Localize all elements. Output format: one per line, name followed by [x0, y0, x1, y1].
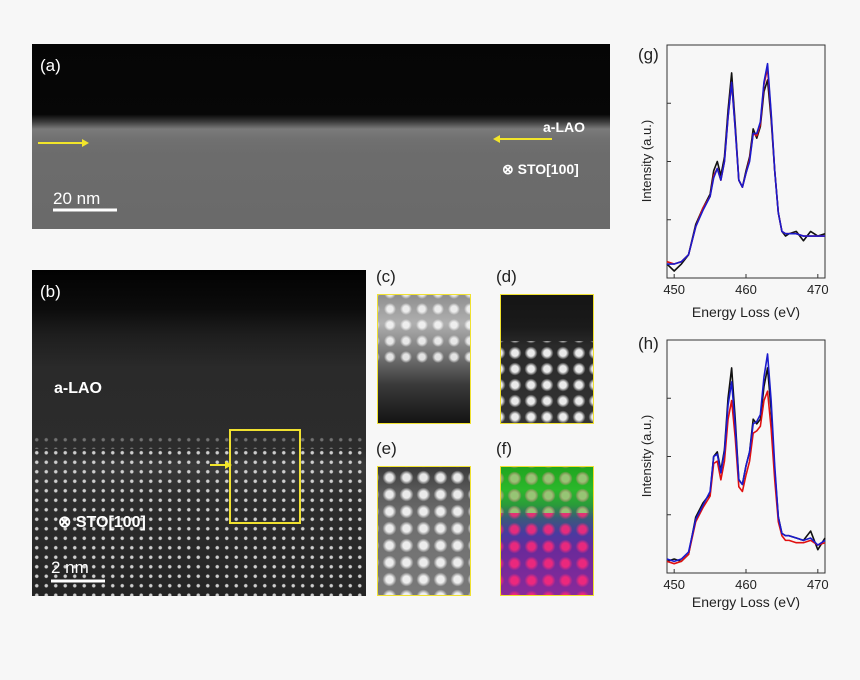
- chart-g-letter: (g): [638, 45, 659, 64]
- panel-b-film-label: a-LAO: [54, 380, 102, 397]
- spectrum-series-1: [666, 390, 826, 565]
- panel-a-overlay: [38, 135, 552, 212]
- x-tick-label: 450: [663, 282, 685, 297]
- chart-g-ylabel: Intensity (a.u.): [639, 120, 654, 202]
- eels-chart-h: (h) 450 460 470 Energy Loss (eV) Intensity…: [638, 334, 829, 610]
- spectrum-series-2: [666, 353, 826, 563]
- chart-g-xlabel: Energy Loss (eV): [692, 304, 800, 320]
- right-arrow-head-icon: [493, 135, 500, 143]
- panel-b-letter: (b): [40, 282, 61, 301]
- chart-h-frame: [666, 339, 826, 574]
- inset-c-image: [377, 294, 471, 424]
- region-of-interest-box: [229, 429, 301, 524]
- stem-image-panel-a: (a) a-LAO ⊗ STO[100] 20 nm: [32, 44, 610, 229]
- inset-f-image: [500, 466, 594, 596]
- inset-f-letter: (f): [496, 439, 513, 458]
- x-tick-label: 450: [663, 577, 685, 592]
- interface-lattice: [32, 435, 366, 449]
- inset-d-letter: (d): [496, 267, 517, 286]
- inset-e-letter: (e): [376, 439, 397, 458]
- eels-chart-g: (g) 450 460 470 Energy Loss (eV) Intensity…: [638, 44, 829, 320]
- x-tick-label: 470: [807, 282, 829, 297]
- x-tick-label: 460: [735, 282, 757, 297]
- left-arrow-head-icon: [82, 139, 89, 147]
- x-tick-label: 470: [807, 577, 829, 592]
- interface-arrow-head-icon: [225, 461, 232, 469]
- x-tick-label: 460: [735, 577, 757, 592]
- panel-b-scale-label: 2 nm: [51, 558, 89, 577]
- panel-b-substrate-label: ⊗ STO[100]: [58, 514, 146, 531]
- panel-a-scale-label: 20 nm: [53, 189, 101, 208]
- chart-h-letter: (h): [638, 334, 659, 353]
- inset-d-image: [500, 294, 594, 424]
- inset-e-image: [377, 466, 471, 596]
- panel-a-substrate-label: ⊗ STO[100]: [502, 161, 579, 177]
- substrate-lattice: [32, 448, 366, 596]
- panel-b-overlay: [51, 429, 301, 583]
- panel-a-film-label: a-LAO: [543, 119, 585, 135]
- chart-h-xlabel: Energy Loss (eV): [692, 594, 800, 610]
- panel-a-letter: (a): [40, 56, 61, 75]
- chart-h-ylabel: Intensity (a.u.): [639, 415, 654, 497]
- spectrum-series-2: [667, 62, 825, 265]
- inset-c-letter: (c): [376, 267, 396, 286]
- stem-image-panel-b: (b) a-LAO ⊗ STO[100] 2 nm: [32, 270, 366, 596]
